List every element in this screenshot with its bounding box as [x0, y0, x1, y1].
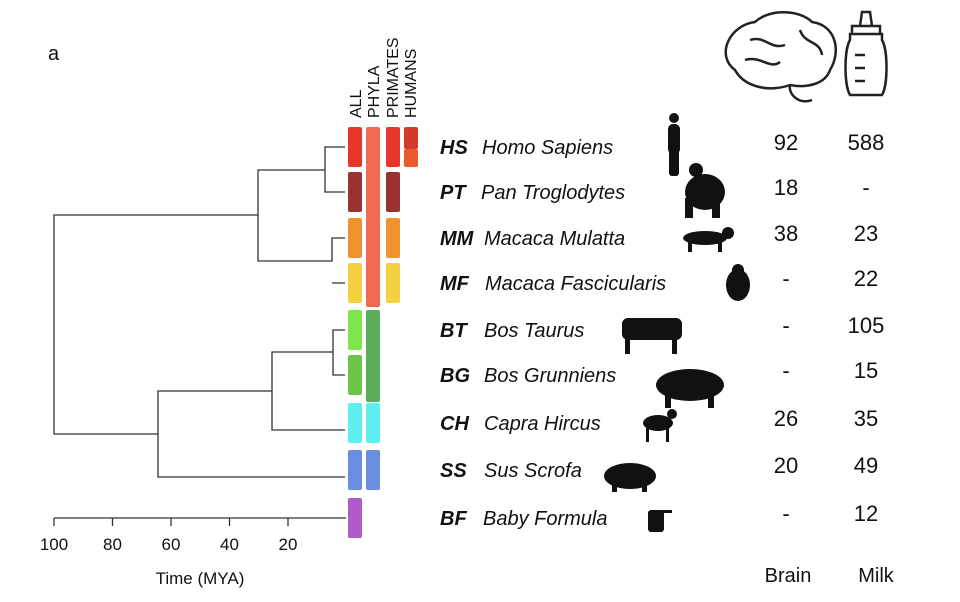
phyla-block — [366, 450, 380, 490]
brain-value: 92 — [774, 130, 798, 155]
species-abbr: PT — [440, 182, 467, 204]
milk-value: 23 — [854, 221, 878, 246]
column-header: PHYLA — [366, 65, 383, 118]
all-block — [348, 172, 362, 212]
species-abbr: BG — [440, 365, 470, 387]
species-name: Sus Scrofa — [484, 460, 582, 482]
all-block — [348, 218, 362, 258]
axis-tick-label: 60 — [162, 535, 181, 554]
species-name: Homo Sapiens — [482, 137, 613, 159]
milk-value: 22 — [854, 266, 878, 291]
species-abbr: BT — [440, 320, 468, 342]
species-abbr: MF — [440, 273, 470, 295]
milk-value: 49 — [854, 453, 878, 478]
axis-tick-label: 100 — [40, 535, 68, 554]
milk-value: 15 — [854, 358, 878, 383]
species-abbr: CH — [440, 413, 469, 435]
humans-block — [404, 127, 418, 149]
panel-label: a — [48, 43, 60, 65]
brain-value: 20 — [774, 453, 798, 478]
all-block — [348, 450, 362, 490]
all-block — [348, 263, 362, 303]
species-name: Bos Grunniens — [484, 365, 616, 387]
brain-value: - — [782, 266, 789, 291]
milk-header: Milk — [858, 565, 895, 587]
milk-value: 35 — [854, 406, 878, 431]
species-name: Pan Troglodytes — [481, 182, 625, 204]
phyla-block — [366, 310, 380, 402]
brain-value: 26 — [774, 406, 798, 431]
milk-value: - — [862, 175, 869, 200]
all-block — [348, 127, 362, 167]
milk-value: 105 — [848, 313, 885, 338]
axis-tick-label: 40 — [220, 535, 239, 554]
all-block — [348, 498, 362, 538]
milk-value: 588 — [848, 130, 885, 155]
phyla-block — [366, 127, 380, 307]
species-name: Capra Hircus — [484, 413, 601, 435]
all-block — [348, 403, 362, 443]
species-name: Macaca Fascicularis — [485, 273, 666, 295]
brain-value: 38 — [774, 221, 798, 246]
milk-value: 12 — [854, 501, 878, 526]
phyla-block — [366, 403, 380, 443]
brain-value: - — [782, 501, 789, 526]
humans-block — [404, 149, 418, 167]
brain-icon — [724, 11, 838, 103]
column-header: PRIMATES — [385, 37, 402, 118]
brain-value: - — [782, 313, 789, 338]
all-block — [348, 355, 362, 395]
species-abbr: HS — [440, 137, 468, 159]
brain-value: 18 — [774, 175, 798, 200]
primates-block — [386, 263, 400, 303]
dendrogram — [53, 146, 346, 526]
axis-label: Time (MYA) — [156, 569, 245, 588]
primates-block — [386, 172, 400, 212]
column-header: ALL — [348, 89, 365, 118]
species-abbr: MM — [440, 228, 475, 250]
primates-block — [386, 127, 400, 167]
species-abbr: SS — [440, 460, 467, 482]
species-name: Baby Formula — [483, 508, 608, 530]
axis-tick-label: 80 — [103, 535, 122, 554]
all-block — [348, 310, 362, 350]
bottle-icon — [844, 10, 888, 97]
species-name: Bos Taurus — [484, 320, 584, 342]
axis-tick-label: 20 — [279, 535, 298, 554]
species-name: Macaca Mulatta — [484, 228, 625, 250]
species-abbr: BF — [440, 508, 467, 530]
brain-header: Brain — [765, 565, 812, 587]
primates-block — [386, 218, 400, 258]
brain-value: - — [782, 358, 789, 383]
animal-silhouettes — [604, 113, 750, 532]
column-header: HUMANS — [403, 49, 420, 118]
